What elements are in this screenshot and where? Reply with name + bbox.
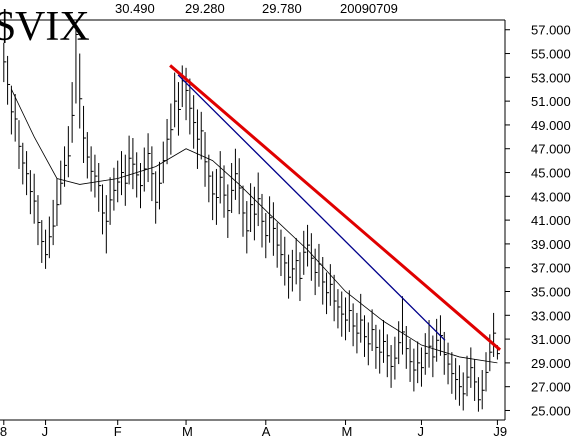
trendline: [177, 74, 446, 341]
y-tick-label: 25.000: [531, 403, 571, 418]
x-tick-label: 8: [0, 424, 7, 439]
chart-title: $VIX: [0, 4, 90, 50]
y-tick-label: 47.000: [531, 142, 571, 157]
y-tick-label: 43.000: [531, 189, 571, 204]
y-tick-label: 53.000: [531, 70, 571, 85]
x-tick-label: J: [42, 424, 49, 439]
y-tick-label: 41.000: [531, 213, 571, 228]
x-tick-label: A: [262, 424, 271, 439]
y-tick-label: 37.000: [531, 261, 571, 276]
trendline: [169, 64, 502, 351]
header-value: 30.490: [115, 1, 155, 16]
x-tick-label: F: [114, 424, 122, 439]
y-tick-label: 51.000: [531, 94, 571, 109]
x-tick-label: M: [182, 424, 193, 439]
x-tick-label: M: [342, 424, 353, 439]
x-tick-label: J: [417, 424, 424, 439]
y-tick-label: 55.000: [531, 47, 571, 62]
header-value: 29.780: [262, 1, 302, 16]
y-tick-label: 29.000: [531, 356, 571, 371]
y-tick-label: 39.000: [531, 237, 571, 252]
moving-average: [11, 89, 498, 364]
y-tick-label: 35.000: [531, 285, 571, 300]
header-date: 20090709: [340, 1, 398, 16]
x-tick-label: J9: [493, 424, 507, 439]
y-tick-label: 31.000: [531, 332, 571, 347]
y-tick-label: 49.000: [531, 118, 571, 133]
header-value: 29.280: [185, 1, 225, 16]
y-tick-label: 33.000: [531, 308, 571, 323]
y-tick-label: 57.000: [531, 23, 571, 38]
y-tick-label: 45.000: [531, 166, 571, 181]
y-tick-label: 27.000: [531, 380, 571, 395]
